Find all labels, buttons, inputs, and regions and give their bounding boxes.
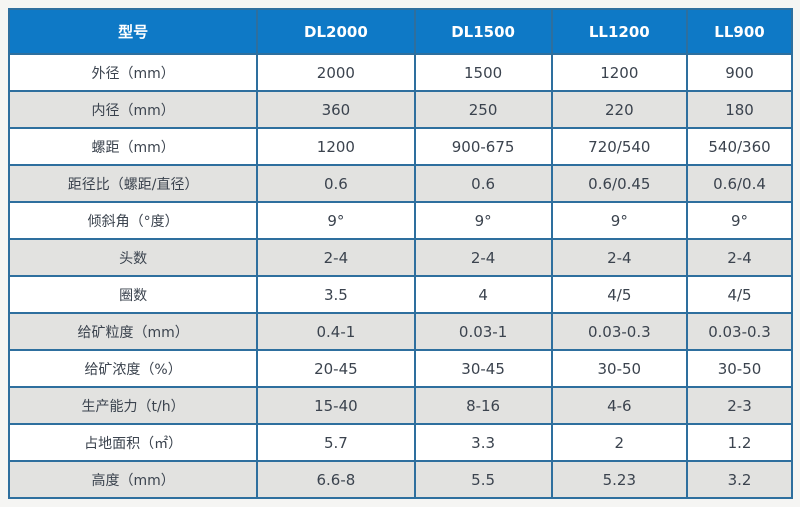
cell-value: 0.03-0.3 <box>550 312 689 351</box>
cell-value: 3.5 <box>256 275 416 314</box>
cell-value: 5.5 <box>413 460 553 499</box>
cell-value: 0.6 <box>413 164 553 203</box>
cell-value: 0.6/0.4 <box>686 164 793 203</box>
cell-value: 1200 <box>256 127 416 166</box>
cell-value: 6.6-8 <box>256 460 416 499</box>
row-label: 螺距（mm） <box>7 127 259 166</box>
table-row-height: 高度（mm） 6.6-8 5.5 5.23 3.2 <box>7 460 793 499</box>
cell-value: 9° <box>686 201 793 240</box>
row-label: 内径（mm） <box>7 90 259 129</box>
row-label: 外径（mm） <box>7 53 259 92</box>
spec-table: 型号 DL2000 DL1500 LL1200 LL900 外径（mm） 200… <box>7 8 793 499</box>
cell-value: 30-50 <box>686 349 793 388</box>
cell-value: 15-40 <box>256 386 416 425</box>
cell-value: 8-16 <box>413 386 553 425</box>
row-label: 生产能力（t/h） <box>7 386 259 425</box>
cell-value: 2-4 <box>550 238 689 277</box>
cell-value: 0.6 <box>256 164 416 203</box>
cell-value: 900 <box>686 53 793 92</box>
cell-value: 0.03-1 <box>413 312 553 351</box>
cell-value: 4 <box>413 275 553 314</box>
cell-value: 4/5 <box>686 275 793 314</box>
row-label: 给矿粒度（mm） <box>7 312 259 351</box>
cell-value: 360 <box>256 90 416 129</box>
row-label: 头数 <box>7 238 259 277</box>
table-row-inner-diameter: 内径（mm） 360 250 220 180 <box>7 90 793 129</box>
header-col-ll900: LL900 <box>686 8 793 55</box>
cell-value: 20-45 <box>256 349 416 388</box>
cell-value: 0.03-0.3 <box>686 312 793 351</box>
cell-value: 720/540 <box>550 127 689 166</box>
table-row-feed-density: 给矿浓度（%） 20-45 30-45 30-50 30-50 <box>7 349 793 388</box>
cell-value: 30-50 <box>550 349 689 388</box>
table-row-turn-count: 圈数 3.5 4 4/5 4/5 <box>7 275 793 314</box>
cell-value: 0.6/0.45 <box>550 164 689 203</box>
cell-value: 180 <box>686 90 793 129</box>
header-row: 型号 DL2000 DL1500 LL1200 LL900 <box>7 8 793 55</box>
table-row-incline-angle: 倾斜角（°度） 9° 9° 9° 9° <box>7 201 793 240</box>
header-col-dl1500: DL1500 <box>413 8 553 55</box>
header-col-ll1200: LL1200 <box>550 8 689 55</box>
table-row-feed-size: 给矿粒度（mm） 0.4-1 0.03-1 0.03-0.3 0.03-0.3 <box>7 312 793 351</box>
row-label: 圈数 <box>7 275 259 314</box>
cell-value: 1200 <box>550 53 689 92</box>
row-label: 占地面积（㎡） <box>7 423 259 462</box>
row-label: 高度（mm） <box>7 460 259 499</box>
cell-value: 2000 <box>256 53 416 92</box>
cell-value: 220 <box>550 90 689 129</box>
spec-table-container: 型号 DL2000 DL1500 LL1200 LL900 外径（mm） 200… <box>7 8 793 499</box>
header-col-dl2000: DL2000 <box>256 8 416 55</box>
cell-value: 30-45 <box>413 349 553 388</box>
cell-value: 9° <box>413 201 553 240</box>
cell-value: 3.3 <box>413 423 553 462</box>
cell-value: 9° <box>256 201 416 240</box>
cell-value: 540/360 <box>686 127 793 166</box>
cell-value: 4-6 <box>550 386 689 425</box>
cell-value: 2-3 <box>686 386 793 425</box>
cell-value: 5.7 <box>256 423 416 462</box>
table-row-pitch-diameter-ratio: 距径比（螺距/直径） 0.6 0.6 0.6/0.45 0.6/0.4 <box>7 164 793 203</box>
cell-value: 3.2 <box>686 460 793 499</box>
cell-value: 5.23 <box>550 460 689 499</box>
cell-value: 1500 <box>413 53 553 92</box>
cell-value: 2-4 <box>686 238 793 277</box>
cell-value: 2-4 <box>413 238 553 277</box>
cell-value: 0.4-1 <box>256 312 416 351</box>
cell-value: 1.2 <box>686 423 793 462</box>
table-row-outer-diameter: 外径（mm） 2000 1500 1200 900 <box>7 53 793 92</box>
row-label: 给矿浓度（%） <box>7 349 259 388</box>
cell-value: 9° <box>550 201 689 240</box>
cell-value: 4/5 <box>550 275 689 314</box>
table-row-floor-area: 占地面积（㎡） 5.7 3.3 2 1.2 <box>7 423 793 462</box>
table-row-capacity: 生产能力（t/h） 15-40 8-16 4-6 2-3 <box>7 386 793 425</box>
cell-value: 2-4 <box>256 238 416 277</box>
cell-value: 2 <box>550 423 689 462</box>
cell-value: 900-675 <box>413 127 553 166</box>
header-model-label: 型号 <box>7 8 259 55</box>
row-label: 距径比（螺距/直径） <box>7 164 259 203</box>
row-label: 倾斜角（°度） <box>7 201 259 240</box>
table-row-pitch: 螺距（mm） 1200 900-675 720/540 540/360 <box>7 127 793 166</box>
table-row-head-count: 头数 2-4 2-4 2-4 2-4 <box>7 238 793 277</box>
cell-value: 250 <box>413 90 553 129</box>
